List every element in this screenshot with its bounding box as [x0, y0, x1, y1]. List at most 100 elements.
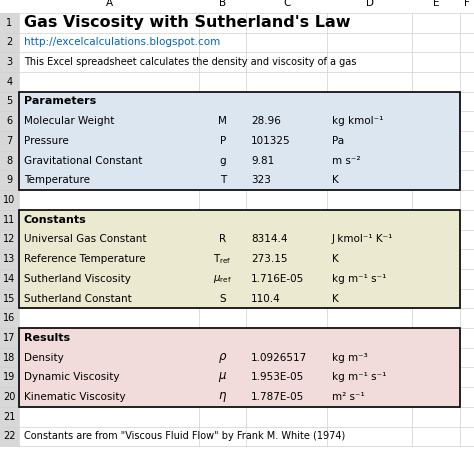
Text: 18: 18	[3, 353, 16, 363]
Text: T$_{\mathregular{ref}}$: T$_{\mathregular{ref}}$	[213, 252, 232, 266]
Bar	[0, 230, 19, 249]
Text: S: S	[219, 294, 226, 303]
Text: Constants: Constants	[24, 215, 86, 225]
Text: $\eta$: $\eta$	[218, 390, 228, 404]
Text: C: C	[283, 0, 291, 8]
Text: 14: 14	[3, 274, 16, 284]
Bar	[0, 92, 19, 111]
Text: m² s⁻¹: m² s⁻¹	[332, 392, 365, 402]
Text: 11: 11	[3, 215, 16, 225]
Bar	[0, 131, 19, 151]
Text: 6: 6	[7, 116, 12, 126]
Text: 7: 7	[6, 136, 13, 146]
Text: Dynamic Viscosity: Dynamic Viscosity	[24, 372, 119, 382]
Text: Sutherland Viscosity: Sutherland Viscosity	[24, 274, 130, 284]
Text: Molecular Weight: Molecular Weight	[24, 116, 114, 126]
Bar	[0, 368, 19, 387]
Text: M: M	[219, 116, 227, 126]
Text: 9.81: 9.81	[251, 156, 274, 165]
Text: Temperature: Temperature	[24, 175, 90, 185]
Text: B: B	[219, 0, 227, 8]
Text: Results: Results	[24, 333, 70, 343]
Text: kg m⁻³: kg m⁻³	[332, 353, 367, 363]
Bar	[19, 328, 460, 407]
Bar	[19, 328, 460, 407]
Bar	[0, 249, 19, 269]
Bar	[0, 387, 19, 407]
Text: $\mu_{\mathregular{ref}}$: $\mu_{\mathregular{ref}}$	[213, 273, 232, 285]
Text: 13: 13	[3, 254, 16, 264]
Bar	[0, 210, 19, 230]
Text: kg kmol⁻¹: kg kmol⁻¹	[332, 116, 383, 126]
Text: K: K	[332, 254, 338, 264]
Text: Pa: Pa	[332, 136, 344, 146]
Bar	[0, 308, 19, 328]
Text: P: P	[219, 136, 226, 146]
Text: Pressure: Pressure	[24, 136, 68, 146]
Text: R: R	[219, 234, 227, 244]
Text: $\mu$: $\mu$	[218, 370, 228, 384]
Text: 4: 4	[7, 77, 12, 87]
Text: Gas Viscosity with Sutherland's Law: Gas Viscosity with Sutherland's Law	[24, 15, 350, 30]
Text: 12: 12	[3, 234, 16, 244]
Text: 15: 15	[3, 294, 16, 303]
Text: J kmol⁻¹ K⁻¹: J kmol⁻¹ K⁻¹	[332, 234, 393, 244]
Text: 273.15: 273.15	[251, 254, 288, 264]
Text: 8314.4: 8314.4	[251, 234, 288, 244]
Text: F: F	[464, 0, 470, 8]
Text: This Excel spreadsheet calculates the density and viscosity of a gas: This Excel spreadsheet calculates the de…	[24, 57, 356, 67]
Bar	[0, 426, 19, 446]
Bar	[0, 190, 19, 210]
Text: E: E	[433, 0, 439, 8]
Text: 3: 3	[7, 57, 12, 67]
Text: Gravitational Constant: Gravitational Constant	[24, 156, 142, 165]
Text: 110.4: 110.4	[251, 294, 281, 303]
Text: 28.96: 28.96	[251, 116, 281, 126]
Text: 5: 5	[6, 96, 13, 106]
Text: 1: 1	[7, 18, 12, 27]
Text: 19: 19	[3, 372, 16, 382]
Text: Density: Density	[24, 353, 64, 363]
Bar	[19, 92, 460, 190]
Text: 1.953E-05: 1.953E-05	[251, 372, 304, 382]
Bar	[0, 72, 19, 92]
Bar	[0, 111, 19, 131]
Text: 2: 2	[6, 37, 13, 48]
Bar	[19, 210, 460, 308]
Bar	[0, 171, 19, 190]
Text: Kinematic Viscosity: Kinematic Viscosity	[24, 392, 125, 402]
Bar	[0, 13, 19, 33]
Text: 22: 22	[3, 432, 16, 441]
Bar	[0, 407, 19, 426]
Text: Parameters: Parameters	[24, 96, 96, 106]
Text: D: D	[366, 0, 374, 8]
Text: 20: 20	[3, 392, 16, 402]
Bar	[0, 151, 19, 171]
Text: Universal Gas Constant: Universal Gas Constant	[24, 234, 146, 244]
Bar	[0, 348, 19, 368]
Text: K: K	[332, 175, 338, 185]
Text: m s⁻²: m s⁻²	[332, 156, 360, 165]
Text: 16: 16	[3, 313, 16, 323]
Text: 1.716E-05: 1.716E-05	[251, 274, 304, 284]
Text: Reference Temperature: Reference Temperature	[24, 254, 146, 264]
Bar	[19, 92, 460, 190]
Text: 1.0926517: 1.0926517	[251, 353, 308, 363]
Bar	[0, 0, 474, 13]
Bar	[0, 52, 19, 72]
Bar	[0, 33, 19, 52]
Text: kg m⁻¹ s⁻¹: kg m⁻¹ s⁻¹	[332, 372, 386, 382]
Bar	[0, 328, 19, 348]
Text: 9: 9	[7, 175, 12, 185]
Text: 323: 323	[251, 175, 271, 185]
Text: K: K	[332, 294, 338, 303]
Text: g: g	[219, 156, 226, 165]
Text: 1.787E-05: 1.787E-05	[251, 392, 304, 402]
Bar	[19, 210, 460, 308]
Text: A: A	[105, 0, 113, 8]
Text: 21: 21	[3, 412, 16, 422]
Text: T: T	[219, 175, 226, 185]
Text: 8: 8	[7, 156, 12, 165]
Text: Sutherland Constant: Sutherland Constant	[24, 294, 131, 303]
Text: kg m⁻¹ s⁻¹: kg m⁻¹ s⁻¹	[332, 274, 386, 284]
